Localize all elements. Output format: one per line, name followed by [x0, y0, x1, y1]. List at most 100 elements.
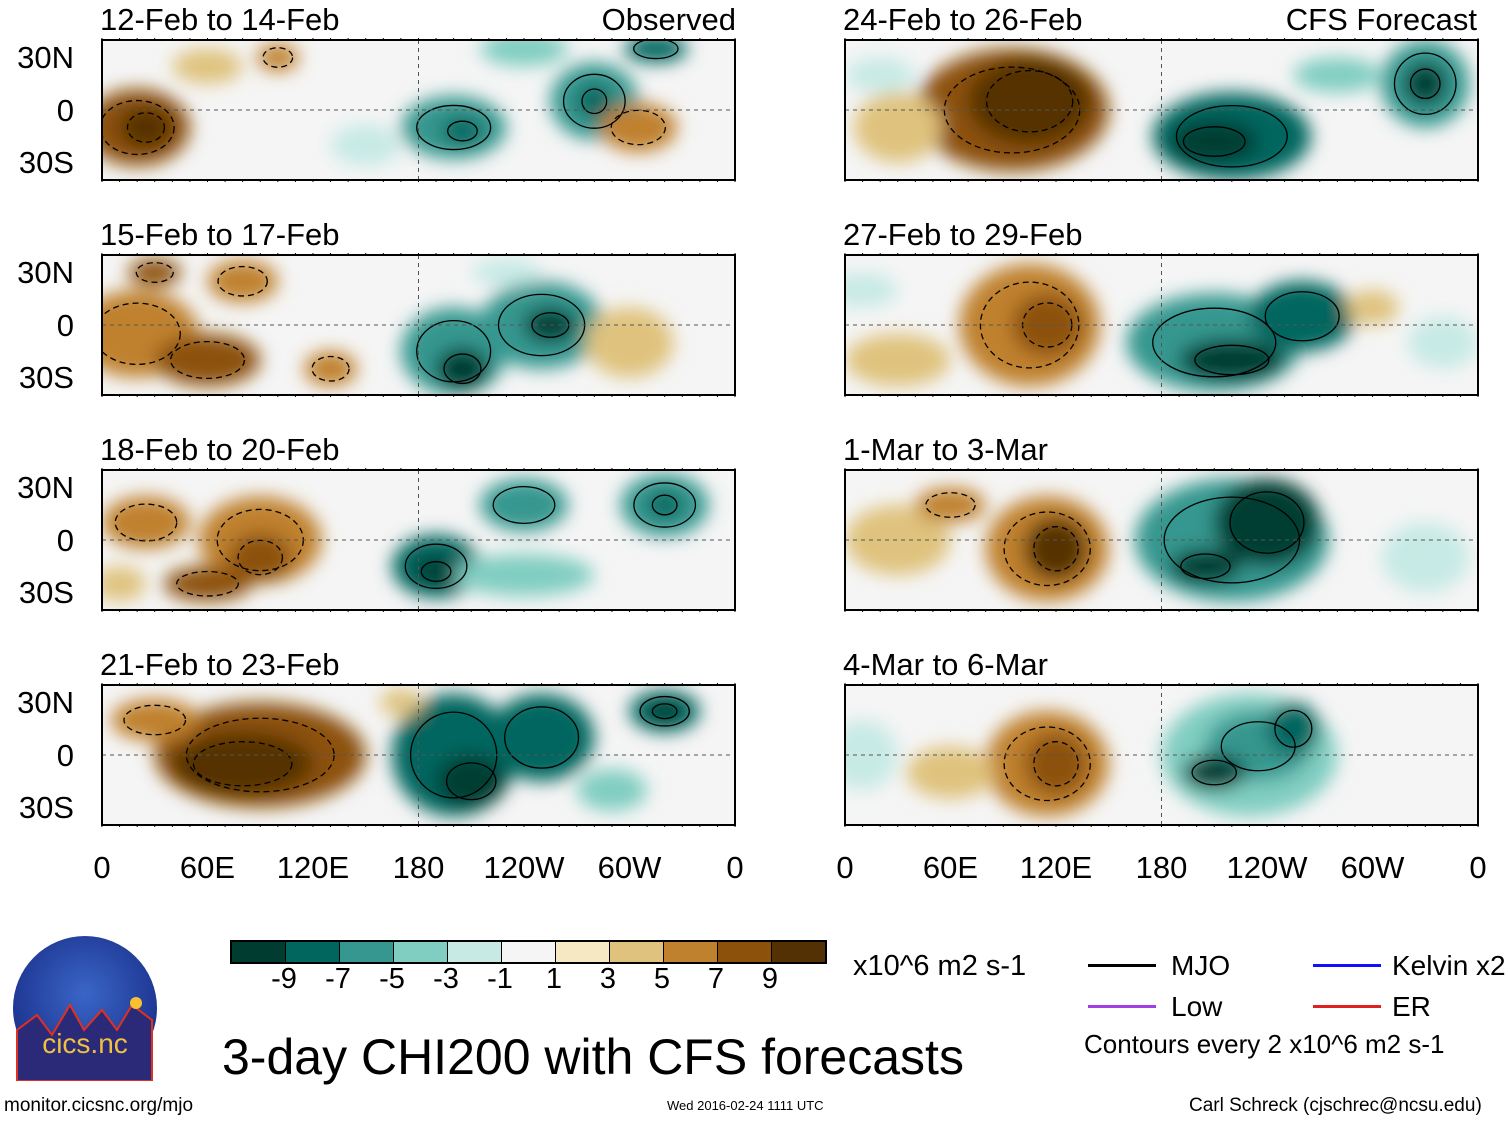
mjo-contour — [1194, 344, 1270, 376]
longitude-label: 60E — [179, 850, 236, 885]
mjo-contour — [123, 704, 187, 736]
colorbar-swatch — [664, 942, 718, 962]
panel-title: 12-Feb to 14-Feb — [100, 2, 340, 37]
panel-title: 15-Feb to 17-Feb — [100, 217, 340, 252]
anomaly-map — [844, 683, 1479, 827]
mjo-contour — [1003, 726, 1091, 802]
longitude-label: 60W — [597, 850, 662, 885]
anomaly-region — [845, 333, 951, 387]
latitude-label: 30N — [17, 40, 74, 75]
panel-title: 21-Feb to 23-Feb — [100, 647, 340, 682]
anomaly-region — [379, 688, 423, 717]
mjo-contour — [237, 539, 284, 576]
colorbar-label: -9 — [271, 963, 297, 995]
mjo-contour — [192, 741, 293, 787]
longitude-label: 0 — [726, 850, 744, 885]
mjo-contour — [985, 69, 1074, 133]
anomaly-region — [480, 40, 568, 67]
mjo-contour — [217, 265, 268, 297]
mjo-contour — [1191, 759, 1238, 786]
legend-kelvin: Kelvin x2 — [1392, 950, 1506, 981]
anomaly-region — [845, 272, 898, 308]
mjo-contour — [1220, 721, 1296, 772]
colorbar-label: -5 — [379, 963, 405, 995]
mjo-contour — [1152, 307, 1277, 378]
latitude-label: 30N — [17, 470, 74, 505]
mjo-contour — [1175, 104, 1288, 168]
footer-url[interactable]: monitor.cicsnc.org/mjo — [4, 1095, 194, 1116]
mjo-contour — [504, 706, 580, 769]
anomaly-region — [576, 769, 648, 811]
anomaly-region — [624, 40, 688, 63]
anomaly-region — [845, 505, 951, 575]
svg-text:cics.nc: cics.nc — [42, 1028, 128, 1059]
longitude-label: 180 — [1135, 850, 1188, 885]
longitude-label: 120E — [276, 850, 350, 885]
mjo-contour — [169, 340, 246, 380]
latitude-label: 30S — [18, 790, 74, 825]
mjo-contour — [651, 703, 678, 720]
latitude-label: 0 — [56, 93, 74, 128]
panel-title: 27-Feb to 29-Feb — [843, 217, 1083, 252]
anomaly-region — [453, 554, 595, 596]
colorbar-units: x10^6 m2 s-1 — [853, 950, 1027, 982]
latitude-label: 0 — [56, 523, 74, 558]
colorbar-swatch — [772, 942, 825, 962]
mjo-contour — [126, 112, 166, 143]
legend-er: ER — [1392, 991, 1431, 1022]
longitude-label: 180 — [392, 850, 445, 885]
mjo-contour — [102, 302, 181, 366]
colorbar-swatch — [718, 942, 772, 962]
anomaly-map — [844, 38, 1479, 182]
longitude-label: 120W — [1226, 850, 1308, 885]
latitude-label: 0 — [56, 738, 74, 773]
longitude-label: 0 — [93, 850, 111, 885]
anomaly-region — [845, 57, 916, 93]
mjo-contour — [1033, 526, 1079, 572]
longitude-label: 60E — [922, 850, 979, 885]
legend-mjo-line — [1088, 964, 1156, 967]
anomaly-region — [1407, 316, 1478, 369]
latitude-label: 30S — [18, 145, 74, 180]
colorbar — [230, 940, 827, 964]
latitude-label: 30S — [18, 575, 74, 610]
mjo-contour — [416, 104, 492, 151]
colorbar-swatch — [448, 942, 502, 962]
anomaly-region — [102, 566, 146, 602]
anomaly-region — [1381, 522, 1470, 593]
colorbar-label: 5 — [653, 963, 671, 995]
latitude-label: 30S — [18, 360, 74, 395]
mjo-contour — [633, 482, 697, 528]
anomaly-map — [844, 253, 1479, 397]
anomaly-map — [101, 38, 736, 182]
mjo-contour — [1180, 553, 1231, 580]
colorbar-label: -1 — [487, 963, 513, 995]
anomaly-region — [172, 48, 243, 84]
colorbar-label: -7 — [325, 963, 351, 995]
observed-label: Observed — [601, 2, 736, 37]
mjo-contour — [102, 99, 175, 156]
legend-mjo: MJO — [1171, 950, 1231, 981]
panel-title: 4-Mar to 6-Mar — [843, 647, 1048, 682]
anomaly-region — [853, 92, 942, 163]
mjo-contour — [1003, 511, 1091, 587]
panel-title: 1-Mar to 3-Mar — [843, 432, 1048, 467]
mjo-contour — [420, 561, 452, 582]
longitude-label: 120W — [483, 850, 565, 885]
colorbar-swatch — [610, 942, 664, 962]
mjo-contour — [404, 543, 468, 589]
mjo-contour — [311, 355, 350, 382]
latitude-label: 30N — [17, 685, 74, 720]
mjo-contour — [447, 120, 478, 142]
mjo-contour — [135, 262, 174, 283]
mjo-contour — [1409, 68, 1441, 100]
colorbar-label: -3 — [433, 963, 459, 995]
anomaly-region — [330, 124, 401, 166]
colorbar-swatch — [286, 942, 340, 962]
panel-title: 24-Feb to 26-Feb — [843, 2, 1083, 37]
mjo-contour — [1229, 491, 1305, 554]
colorbar-swatch — [556, 942, 610, 962]
longitude-label: 0 — [1469, 850, 1487, 885]
mjo-contour — [651, 494, 678, 516]
mjo-contour — [562, 73, 626, 129]
